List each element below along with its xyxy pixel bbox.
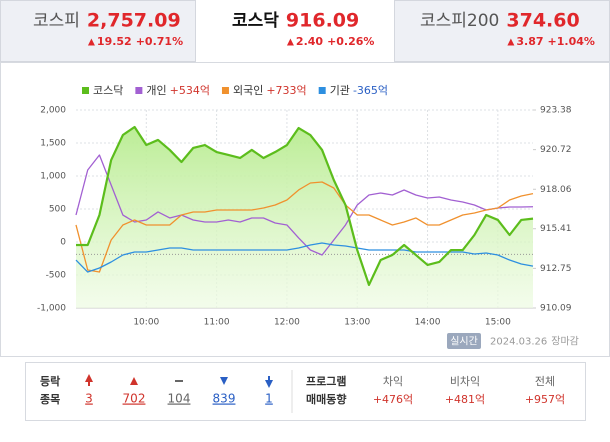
tab-rate: +0.71% bbox=[136, 35, 183, 48]
program-label: 비차익 bbox=[450, 375, 480, 388]
y-tick-label: -1,000 bbox=[37, 304, 66, 314]
tab-rate: +1.04% bbox=[548, 35, 595, 48]
up-icon bbox=[507, 38, 515, 46]
y2-tick-label: 920.72 bbox=[540, 145, 572, 155]
y-tick-label: 2,000 bbox=[40, 106, 66, 116]
tab-name: 코스피 bbox=[33, 11, 80, 31]
y2-tick-label: 912.75 bbox=[540, 264, 572, 274]
y-tick-label: 500 bbox=[49, 205, 66, 215]
date: 2024.03.26 bbox=[490, 337, 547, 348]
up-icon bbox=[130, 377, 138, 385]
legend-label: 기관 bbox=[330, 84, 350, 97]
tab-value: 916.09 bbox=[286, 10, 359, 32]
legend-summary: +534억 bbox=[170, 84, 210, 97]
line bbox=[75, 242, 534, 273]
y-tick-label: -500 bbox=[46, 271, 67, 281]
legend-label: 외국인 bbox=[233, 84, 263, 97]
legend-swatch bbox=[82, 87, 89, 94]
x-tick-label: 14:00 bbox=[415, 318, 441, 328]
y-tick-label: 0 bbox=[60, 238, 66, 248]
tab[interactable] bbox=[0, 0, 196, 62]
legend-swatch bbox=[318, 87, 326, 94]
tab-change: 2.40 bbox=[296, 35, 323, 48]
tab-value: 2,757.09 bbox=[87, 10, 181, 32]
lower-limit-icon bbox=[265, 380, 273, 388]
tab-rate: +0.26% bbox=[327, 35, 374, 48]
summary-box bbox=[25, 362, 586, 421]
breadth-title: 등락 bbox=[40, 375, 60, 388]
program-value: +476억 bbox=[373, 393, 413, 406]
breadth-count[interactable]: 839 bbox=[213, 392, 236, 406]
program-value: +957억 bbox=[525, 393, 565, 406]
legend-swatch bbox=[221, 87, 229, 94]
legend-swatch bbox=[135, 87, 143, 94]
up-icon bbox=[87, 38, 95, 46]
program-value: +481억 bbox=[445, 393, 485, 406]
upper-limit-icon bbox=[85, 374, 93, 382]
legend-label: 개인 bbox=[146, 84, 166, 97]
realtime-badge[interactable] bbox=[447, 333, 481, 349]
breadth-count[interactable]: 702 bbox=[123, 392, 146, 406]
line bbox=[75, 181, 534, 273]
tab-change: 19.52 bbox=[97, 35, 132, 48]
breadth-count[interactable]: 1 bbox=[265, 392, 273, 406]
y2-tick-label: 923.38 bbox=[540, 106, 572, 116]
program-label: 전체 bbox=[535, 375, 555, 388]
area bbox=[76, 126, 533, 309]
tab-name: 코스피200 bbox=[420, 11, 499, 31]
x-tick-label: 13:00 bbox=[344, 318, 370, 328]
line bbox=[75, 154, 534, 256]
tab-name: 코스닥 bbox=[232, 11, 279, 31]
line bbox=[76, 125, 534, 287]
y2-tick-label: 910.09 bbox=[540, 304, 572, 314]
y-tick-label: 1,000 bbox=[40, 172, 66, 182]
legend-summary: -365억 bbox=[353, 84, 388, 97]
breadth-count[interactable]: 3 bbox=[85, 392, 93, 406]
x-tick-label: 11:00 bbox=[204, 318, 230, 328]
breadth-count[interactable]: 104 bbox=[168, 392, 191, 406]
down-icon bbox=[220, 377, 228, 385]
tab-value: 374.60 bbox=[506, 10, 579, 32]
legend-label: 코스닥 bbox=[93, 84, 123, 97]
tab-change: 3.87 bbox=[516, 35, 543, 48]
y2-tick-label: 918.06 bbox=[540, 185, 572, 195]
x-tick-label: 15:00 bbox=[485, 318, 511, 328]
program-label: 차익 bbox=[383, 375, 403, 388]
x-tick-label: 10:00 bbox=[133, 318, 159, 328]
x-tick-label: 12:00 bbox=[274, 318, 300, 328]
realtime-label: 실시간 bbox=[450, 336, 478, 348]
tab[interactable] bbox=[196, 0, 394, 62]
program-title: 프로그램 bbox=[306, 374, 346, 388]
y2-tick-label: 915.41 bbox=[540, 224, 572, 234]
program-title: 매매동향 bbox=[306, 392, 346, 406]
y-tick-label: 1,500 bbox=[40, 139, 66, 149]
legend-summary: +733억 bbox=[266, 84, 306, 97]
up-icon bbox=[286, 38, 294, 46]
status: 장마감 bbox=[551, 336, 579, 348]
breadth-title: 종목 bbox=[40, 393, 60, 406]
